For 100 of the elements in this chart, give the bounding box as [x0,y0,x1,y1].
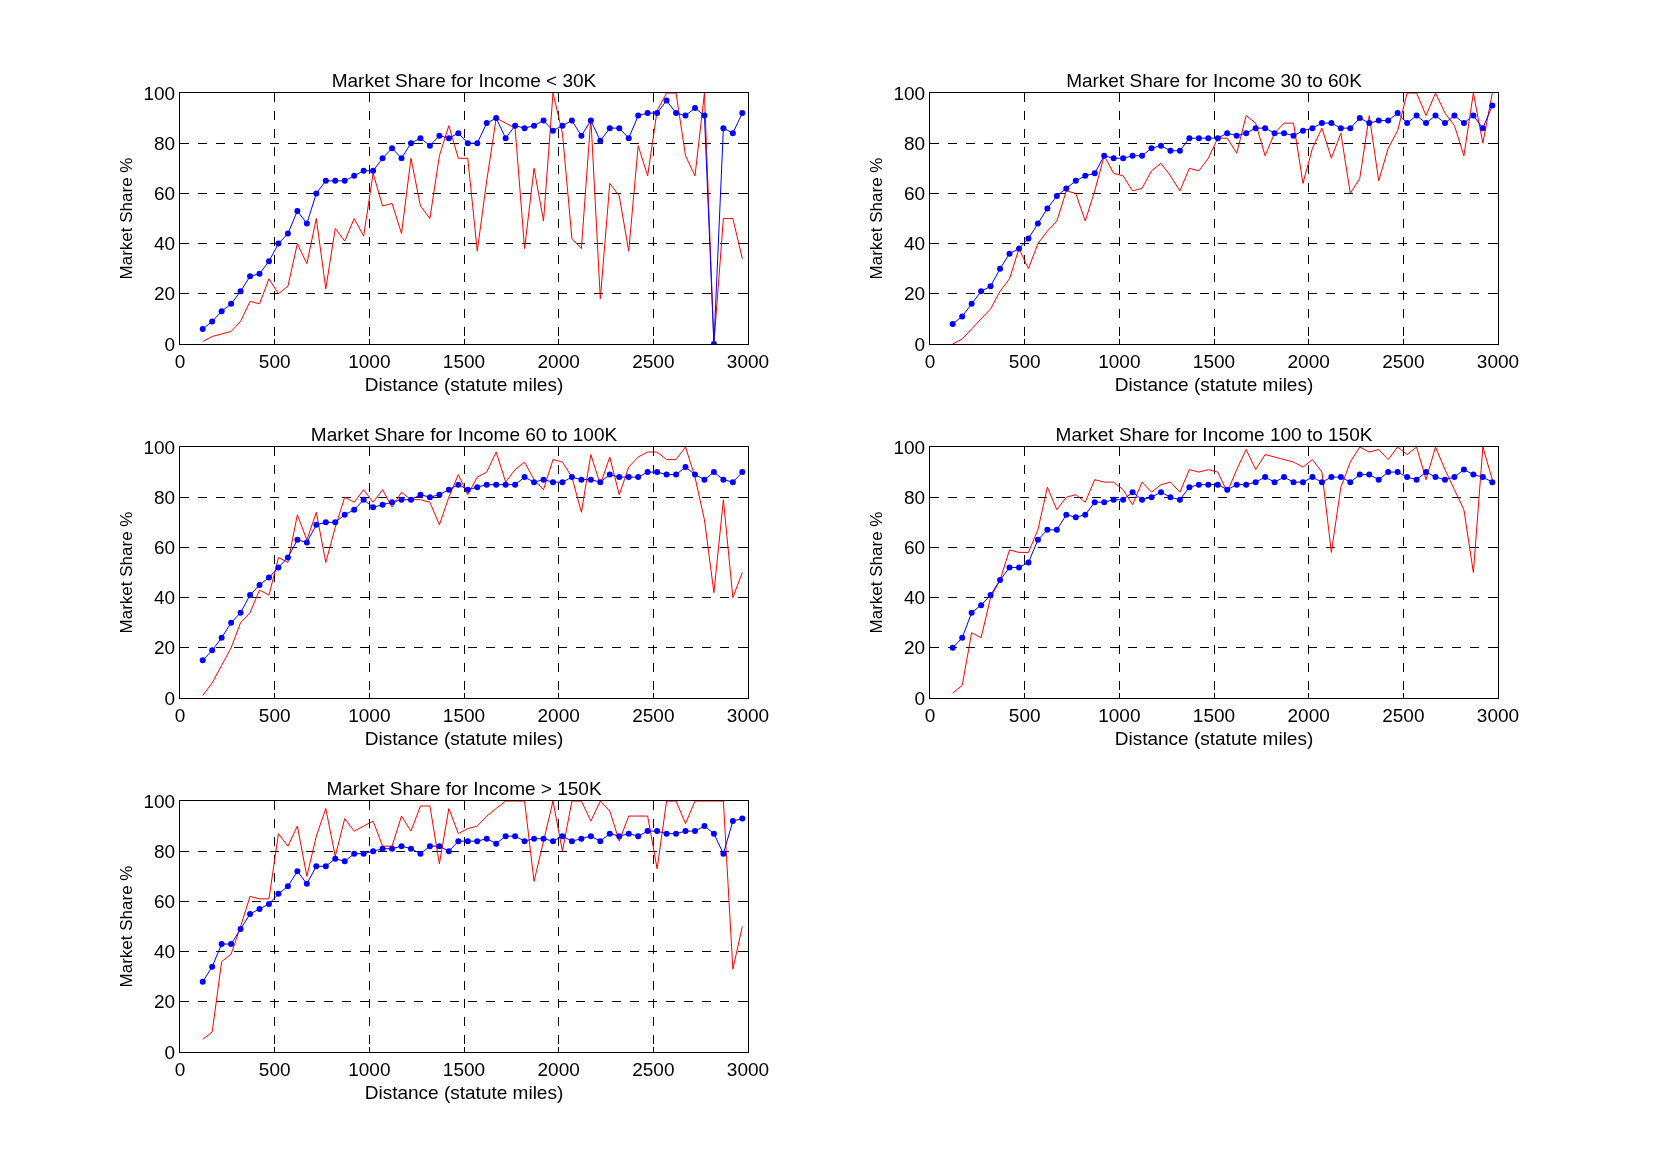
point [351,850,358,857]
point [531,479,538,486]
point [949,644,956,651]
point [1157,489,1164,496]
point [502,481,509,488]
point [1318,479,1325,486]
point [351,506,358,513]
point [559,833,566,840]
y-tick-label: 20 [154,991,176,1013]
point [360,850,367,857]
point [1423,469,1430,476]
point [1252,125,1259,132]
point [1025,559,1032,566]
point [1441,476,1448,483]
point [1243,130,1250,137]
point [691,828,698,835]
x-axis-title: Distance (statute miles) [364,727,564,749]
point [379,155,386,162]
point [464,140,471,147]
y-tick-label: 100 [893,82,926,104]
point [417,850,424,857]
point [1129,489,1136,496]
point [1299,127,1306,134]
point [1394,469,1401,476]
point [682,464,689,471]
y-tick-label: 60 [154,183,176,205]
point [426,494,433,501]
x-tick-label: 500 [258,1058,291,1080]
point [997,265,1004,272]
point [1082,511,1089,518]
point [710,469,717,476]
point [729,818,736,825]
x-tick-label: 1000 [1098,350,1141,372]
point [1470,471,1477,478]
x-tick-label: 2500 [1382,350,1425,372]
point [673,110,680,117]
point [1015,564,1022,571]
point [417,491,424,498]
point [531,122,538,129]
point [199,657,206,664]
point [1441,120,1448,127]
point [407,845,414,852]
point [1328,120,1335,127]
point [209,318,216,325]
point [247,910,254,917]
point [1214,135,1221,142]
point [313,190,320,197]
x-tick-label: 3000 [726,1058,770,1080]
point [1451,112,1458,119]
point [389,145,396,152]
point [616,474,623,481]
x-tick-label: 2000 [537,704,580,726]
y-tick-label: 100 [143,790,176,812]
chart-title: Market Share for Income 30 to 60K [1066,70,1363,91]
point [531,835,538,842]
point [710,830,717,837]
point [1148,494,1155,501]
point [1479,474,1486,481]
point [493,481,500,488]
point [389,499,396,506]
point [1413,112,1420,119]
point [663,830,670,837]
point [1347,125,1354,132]
point [568,474,575,481]
point [483,835,490,842]
point [606,471,613,478]
point [1053,526,1060,533]
point [1489,102,1496,109]
point [987,283,994,290]
point [644,469,651,476]
y-tick-label: 20 [904,283,926,305]
point [587,833,594,840]
x-tick-label: 1000 [1098,704,1141,726]
point [455,838,462,845]
point [1015,245,1022,252]
point [1186,484,1193,491]
point [644,828,651,835]
point [578,132,585,139]
y-axis-title: Market Share % [867,511,887,634]
point [682,828,689,835]
point [1233,132,1240,139]
point [379,501,386,508]
point [445,486,452,493]
point [1404,120,1411,127]
point [978,288,985,295]
point [474,838,481,845]
point [701,112,708,119]
point [1432,112,1439,119]
point [228,300,235,307]
point [1110,155,1117,162]
y-tick-label: 20 [154,283,176,305]
x-axis-title: Distance (statute miles) [364,373,564,395]
point [521,125,528,132]
point [1034,220,1041,227]
point [1299,479,1306,486]
point [606,830,613,837]
point [1318,120,1325,127]
point [218,634,225,641]
point [1432,474,1439,481]
y-axis-title: Market Share % [117,157,137,280]
